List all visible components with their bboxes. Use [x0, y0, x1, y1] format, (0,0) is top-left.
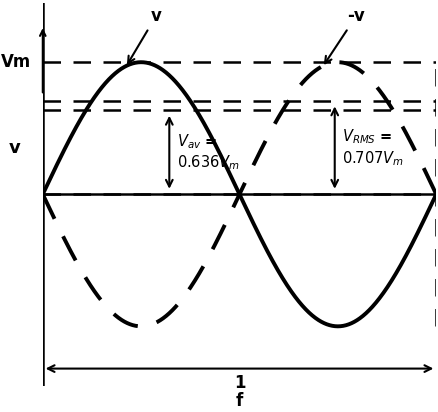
Text: v: v — [128, 7, 161, 63]
Text: $V_{RMS}$ =
$0.707V_m$: $V_{RMS}$ = $0.707V_m$ — [342, 127, 403, 168]
Text: 1: 1 — [233, 374, 245, 392]
Text: Vm: Vm — [1, 53, 32, 71]
Text: -v: -v — [324, 7, 364, 63]
Text: f: f — [235, 392, 243, 410]
Text: v: v — [9, 139, 21, 157]
Text: $V_{av}$ =
$0.636V_m$: $V_{av}$ = $0.636V_m$ — [177, 132, 240, 172]
